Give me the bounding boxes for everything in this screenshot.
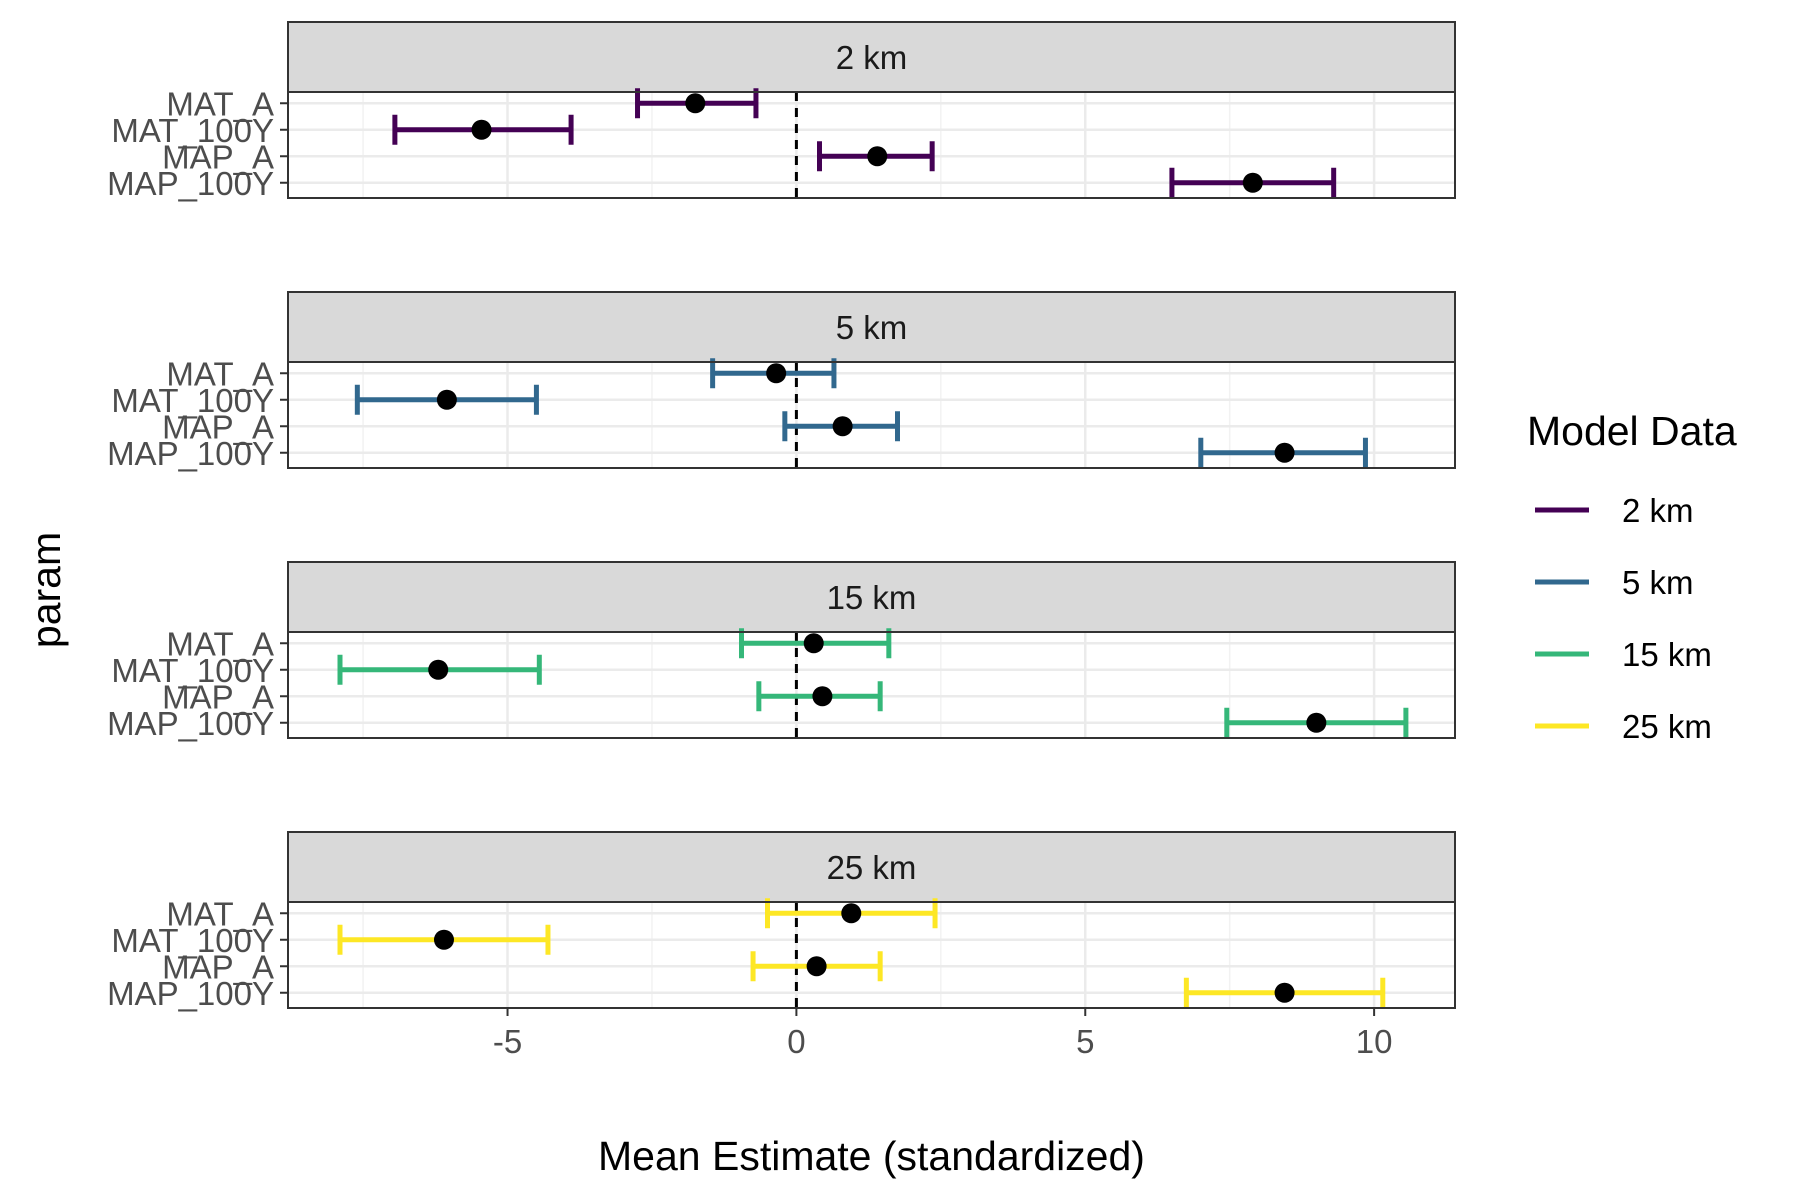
legend-label: 25 km: [1622, 708, 1712, 745]
y-tick-label: MAT_A: [166, 625, 274, 662]
y-tick-label: MAT_A: [166, 85, 274, 122]
panel-border: [287, 361, 1456, 469]
mean-point: [685, 93, 706, 114]
facet-strip: [287, 831, 1456, 903]
facet-strip-label: 25 km: [827, 849, 917, 886]
facet-strip: [287, 291, 1456, 363]
mean-point: [1306, 712, 1327, 733]
panel-border: [287, 91, 1456, 199]
y-tick-label: MAP_A: [162, 678, 274, 715]
y-tick-label: MAP_100Y: [107, 975, 274, 1012]
x-tick-label: -5: [493, 1023, 522, 1060]
panel-border: [287, 901, 1456, 1009]
facet-strip: [287, 21, 1456, 93]
facet-strip: [287, 561, 1456, 633]
y-tick-label: MAP_100Y: [107, 435, 274, 472]
mean-point: [471, 119, 492, 140]
legend-label: 5 km: [1622, 564, 1694, 601]
y-tick-label: MAT_100Y: [111, 112, 274, 149]
mean-point: [766, 363, 787, 384]
mean-point: [436, 389, 457, 410]
mean-point: [1242, 172, 1263, 193]
y-tick-label: MAP_A: [162, 138, 274, 175]
y-tick-label: MAT_100Y: [111, 922, 274, 959]
mean-point: [1274, 982, 1295, 1003]
mean-point: [867, 146, 888, 167]
y-tick-label: MAT_100Y: [111, 652, 274, 689]
x-tick-label: 0: [787, 1023, 805, 1060]
legend-title: Model Data: [1527, 408, 1737, 454]
y-tick-label: MAP_A: [162, 948, 274, 985]
mean-point: [428, 659, 449, 680]
mean-point: [1274, 442, 1295, 463]
x-tick-label: 10: [1356, 1023, 1393, 1060]
y-tick-label: MAT_A: [166, 355, 274, 392]
mean-point: [806, 956, 827, 977]
x-tick-label: 5: [1076, 1023, 1094, 1060]
legend-label: 2 km: [1622, 492, 1694, 529]
y-tick-label: MAP_A: [162, 408, 274, 445]
facet-strip-label: 5 km: [836, 309, 908, 346]
mean-point: [812, 686, 833, 707]
facet-strip-label: 15 km: [827, 579, 917, 616]
mean-point: [803, 633, 824, 654]
legend-label: 15 km: [1622, 636, 1712, 673]
panel-border: [287, 631, 1456, 739]
y-tick-label: MAP_100Y: [107, 165, 274, 202]
facet-strip-label: 2 km: [836, 39, 908, 76]
x-axis-title: Mean Estimate (standardized): [598, 1133, 1145, 1179]
y-tick-label: MAP_100Y: [107, 705, 274, 742]
y-tick-label: MAT_100Y: [111, 382, 274, 419]
y-tick-label: MAT_A: [166, 895, 274, 932]
mean-point: [832, 416, 853, 437]
y-axis-title: param: [23, 532, 69, 648]
mean-point: [841, 903, 862, 924]
mean-point: [433, 929, 454, 950]
